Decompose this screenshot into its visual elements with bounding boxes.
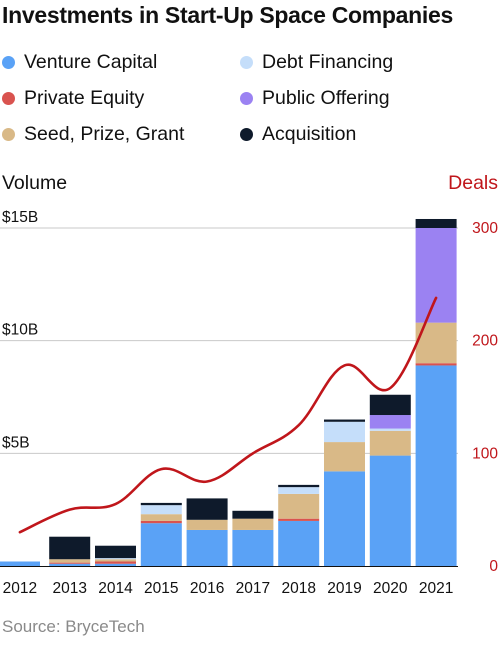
bar-segment-debt-financing — [95, 558, 136, 560]
bar-segment-acquisition — [324, 419, 365, 422]
x-tick-label: 2020 — [373, 580, 408, 597]
x-tick-label: 2013 — [52, 580, 86, 597]
bar-segment-acquisition — [278, 484, 320, 488]
bar-segment-venture-capital — [369, 455, 411, 566]
bar-segment-acquisition — [232, 510, 274, 519]
left-tick-label: $5B — [2, 434, 30, 451]
left-tick-label: $15B — [2, 209, 38, 226]
legend-label-private-equity: Private Equity — [24, 86, 145, 109]
bar-segment-private-equity — [49, 562, 91, 564]
bar-segment-venture-capital — [232, 529, 274, 566]
bar-segment-venture-capital — [186, 529, 228, 566]
bar-segment-private-equity — [95, 561, 136, 564]
bar-segment-private-equity — [278, 518, 320, 521]
bar-segment-seed-prize-grant — [324, 442, 365, 472]
legend-swatch-venture-capital — [2, 55, 15, 69]
left-axis-title: Volume — [2, 172, 68, 194]
left-tick-label: $10B — [2, 322, 38, 339]
x-tick-label: 2017 — [236, 580, 270, 597]
bar-segment-seed-prize-grant — [95, 559, 136, 562]
right-axis-title: Deals — [448, 172, 498, 194]
bar-segment-venture-capital — [140, 523, 182, 566]
bar-segment-venture-capital — [49, 563, 91, 566]
legend-swatch-seed-prize-grant — [2, 127, 15, 141]
legend-label-public-offering: Public Offering — [262, 86, 390, 109]
right-tick-label: 200 — [472, 333, 498, 350]
legend-label-debt-financing: Debt Financing — [262, 50, 394, 73]
bar-segment-acquisition — [49, 536, 91, 560]
bar-segment-private-equity — [415, 363, 457, 366]
source-note: Source: BryceTech — [2, 617, 145, 636]
legend-item-private-equity: Private Equity — [2, 80, 240, 116]
legend-item-venture-capital: Venture Capital — [2, 44, 240, 80]
bar-segment-acquisition — [95, 545, 136, 559]
bar-segment-debt-financing — [324, 421, 365, 443]
legend-item-seed-prize-grant: Seed, Prize, Grant — [2, 116, 240, 152]
right-tick-label: 0 — [489, 558, 498, 575]
right-tick-label: 300 — [472, 220, 498, 237]
legend-swatch-acquisition — [240, 127, 253, 141]
bar-segment-debt-financing — [369, 428, 411, 431]
bar-segment-venture-capital — [324, 471, 365, 566]
legend-item-debt-financing: Debt Financing — [240, 44, 480, 80]
chart-title: Investments in Start-Up Space Companies — [2, 2, 453, 28]
legend-label-seed-prize-grant: Seed, Prize, Grant — [24, 122, 185, 145]
bar-segment-seed-prize-grant — [369, 430, 411, 456]
bar-segment-seed-prize-grant — [140, 514, 182, 521]
bar-segment-acquisition — [415, 218, 457, 228]
legend-swatch-debt-financing — [240, 55, 253, 69]
legend-item-acquisition: Acquisition — [240, 116, 480, 152]
x-tick-label: 2018 — [281, 580, 315, 597]
bar-segment-public-offering — [369, 415, 411, 429]
x-tick-label: 2012 — [3, 580, 37, 597]
bar-segment-public-offering — [415, 228, 457, 323]
bar-segment-acquisition — [369, 394, 411, 416]
bar-segment-venture-capital — [415, 365, 457, 566]
chart-legend: Venture Capital Debt Financing Private Equ… — [0, 44, 500, 154]
right-tick-label: 100 — [472, 445, 498, 462]
bar-segment-seed-prize-grant — [49, 559, 91, 563]
bar-segment-acquisition — [140, 502, 182, 506]
x-tick-label: 2014 — [98, 580, 133, 597]
legend-swatch-private-equity — [2, 91, 15, 105]
bar-segment-seed-prize-grant — [278, 493, 320, 519]
x-tick-label: 2016 — [190, 580, 224, 597]
x-tick-label: 2015 — [144, 580, 178, 597]
bar-segment-debt-financing — [140, 505, 182, 515]
bar-segment-acquisition — [186, 498, 228, 520]
deals-line — [18, 296, 438, 534]
legend-label-acquisition: Acquisition — [262, 122, 357, 145]
legend-item-public-offering: Public Offering — [240, 80, 480, 116]
bar-segment-venture-capital — [278, 520, 320, 566]
bar-segment-venture-capital — [95, 563, 136, 566]
legend-label-venture-capital: Venture Capital — [24, 50, 158, 73]
bar-segment-debt-financing — [278, 487, 320, 494]
bar-segment-private-equity — [140, 520, 182, 524]
x-tick-label: 2021 — [419, 580, 453, 597]
bar-segment-venture-capital — [0, 561, 40, 566]
bar-segment-seed-prize-grant — [232, 518, 274, 530]
x-tick-label: 2019 — [327, 580, 361, 597]
legend-swatch-public-offering — [240, 91, 253, 105]
bar-segment-seed-prize-grant — [186, 519, 228, 530]
